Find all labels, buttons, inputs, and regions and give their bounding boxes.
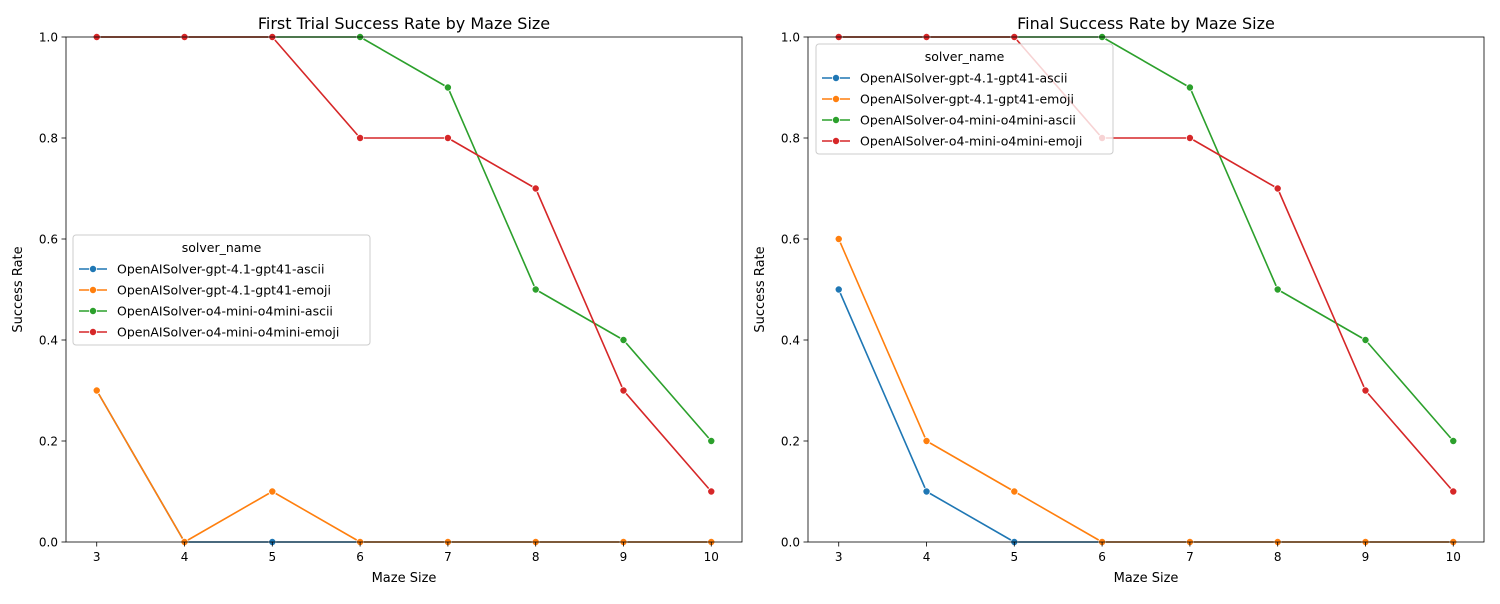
data-point xyxy=(92,386,101,395)
data-point xyxy=(1185,133,1194,142)
y-tick-label: 0.8 xyxy=(39,131,58,145)
data-point xyxy=(834,285,843,294)
y-tick-label: 0.8 xyxy=(781,131,800,145)
plot-area-frame xyxy=(807,36,1485,543)
data-point xyxy=(834,234,843,243)
y-tick-label: 0.2 xyxy=(781,434,800,448)
data-point xyxy=(443,83,452,92)
legend-entry-label: OpenAISolver-o4-mini-o4mini-emoji xyxy=(117,325,339,340)
y-axis-label: Success Rate xyxy=(753,246,768,332)
legend-swatch-marker xyxy=(89,285,98,294)
x-tick-label: 8 xyxy=(1274,550,1282,564)
data-point xyxy=(268,487,277,496)
series-line xyxy=(837,238,1454,543)
legend-box xyxy=(815,43,1114,155)
x-tick-label: 10 xyxy=(1446,550,1461,564)
x-tick-label: 3 xyxy=(93,550,101,564)
data-point xyxy=(1010,487,1019,496)
data-point xyxy=(619,386,628,395)
data-point xyxy=(707,436,716,445)
legend-swatch-marker xyxy=(89,306,98,315)
x-tick-label: 5 xyxy=(268,550,276,564)
y-tick-label: 0.0 xyxy=(39,535,58,549)
data-point xyxy=(1449,436,1458,445)
x-tick-label: 9 xyxy=(620,550,628,564)
data-point xyxy=(1449,487,1458,496)
y-axis-label: Success Rate xyxy=(11,246,26,332)
x-tick-label: 9 xyxy=(1362,550,1370,564)
legend-box xyxy=(72,234,371,346)
x-axis-label: Maze Size xyxy=(1114,571,1179,586)
legend-swatch-marker xyxy=(832,95,841,104)
y-tick-label: 0.2 xyxy=(39,434,58,448)
data-point xyxy=(531,184,540,193)
x-tick-label: 4 xyxy=(181,550,189,564)
y-tick-label: 0.4 xyxy=(39,333,58,347)
chart-title: First Trial Success Rate by Maze Size xyxy=(258,14,550,33)
legend-entry-label: OpenAISolver-gpt-4.1-gpt41-emoji xyxy=(860,92,1074,107)
chart-panel-2: Final Success Rate by Maze Size 3 4 5 6 7 8 9 10… xyxy=(753,14,1485,586)
x-tick-label: 4 xyxy=(923,550,931,564)
y-tick-label: 0.6 xyxy=(39,232,58,246)
data-point xyxy=(1361,335,1370,344)
x-tick-label: 3 xyxy=(835,550,843,564)
data-point xyxy=(443,133,452,142)
x-tick-label: 10 xyxy=(704,550,719,564)
x-tick-label: 7 xyxy=(1186,550,1194,564)
data-point xyxy=(1185,83,1194,92)
chart-title: Final Success Rate by Maze Size xyxy=(1017,14,1275,33)
legend-swatch-marker xyxy=(89,327,98,336)
y-tick-label: 1.0 xyxy=(39,30,58,44)
y-tick-label: 0.0 xyxy=(781,535,800,549)
data-point xyxy=(356,133,365,142)
data-point xyxy=(707,487,716,496)
series-line xyxy=(96,390,712,543)
x-tick-label: 5 xyxy=(1010,550,1018,564)
legend-swatch-marker xyxy=(832,136,841,145)
plot-area-frame xyxy=(65,36,743,543)
legend-swatch-marker xyxy=(832,74,841,83)
y-tick-label: 0.6 xyxy=(781,232,800,246)
data-point xyxy=(619,335,628,344)
legend-entry-label: OpenAISolver-gpt-4.1-gpt41-ascii xyxy=(117,262,324,277)
y-tick-label: 0.4 xyxy=(781,333,800,347)
series-line xyxy=(96,390,712,543)
data-point xyxy=(1273,285,1282,294)
legend-entry-label: OpenAISolver-o4-mini-o4mini-emoji xyxy=(860,134,1082,149)
x-tick-label: 8 xyxy=(532,550,540,564)
legend-swatch-marker xyxy=(89,264,98,273)
x-tick-label: 7 xyxy=(444,550,452,564)
legend-entry-label: OpenAISolver-gpt-4.1-gpt41-ascii xyxy=(860,71,1067,86)
series-line xyxy=(837,289,1454,543)
legend-title: solver_name xyxy=(925,49,1005,64)
data-point xyxy=(922,487,931,496)
legend-entry-label: OpenAISolver-gpt-4.1-gpt41-emoji xyxy=(117,283,331,298)
legend-title: solver_name xyxy=(182,240,262,255)
data-point xyxy=(1361,386,1370,395)
data-point xyxy=(531,285,540,294)
y-tick-label: 1.0 xyxy=(781,30,800,44)
x-axis-label: Maze Size xyxy=(372,571,437,586)
data-point xyxy=(1273,184,1282,193)
chart-panel-1: First Trial Success Rate by Maze Size 3 4 5… xyxy=(11,14,743,586)
x-tick-label: 6 xyxy=(1098,550,1106,564)
legend-entry-label: OpenAISolver-o4-mini-o4mini-ascii xyxy=(860,113,1076,128)
legend-entry-label: OpenAISolver-o4-mini-o4mini-ascii xyxy=(117,304,333,319)
data-point xyxy=(922,436,931,445)
legend-swatch-marker xyxy=(832,116,841,125)
x-tick-label: 6 xyxy=(356,550,364,564)
